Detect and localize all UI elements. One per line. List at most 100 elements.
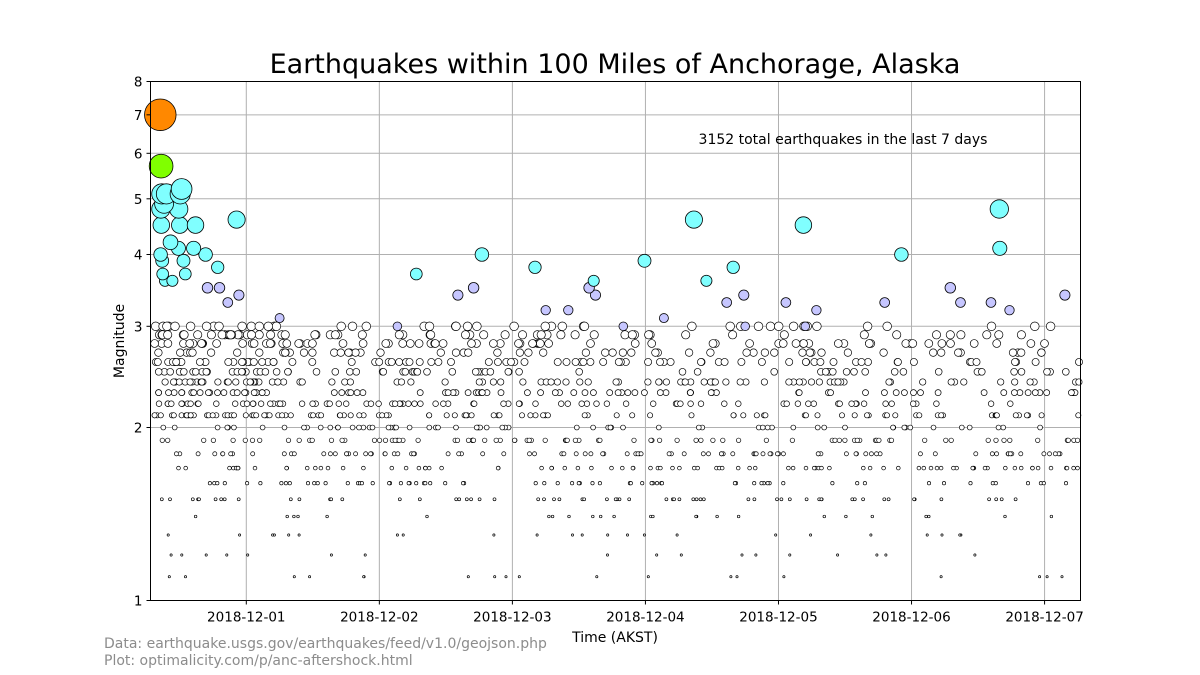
minor-quake-dot [167, 534, 169, 536]
minor-quake-dot [954, 349, 962, 357]
minor-quake-dot [556, 482, 559, 485]
minor-quake-dot [372, 438, 376, 442]
minor-quake-dot [233, 379, 239, 385]
minor-quake-dot [339, 340, 347, 348]
quake-point [880, 298, 890, 308]
minor-quake-dot [861, 466, 865, 470]
minor-quake-dot [689, 413, 694, 418]
minor-quake-dot [476, 379, 482, 385]
minor-quake-dot [213, 340, 221, 348]
minor-quake-dot [761, 379, 767, 385]
minor-quake-dot [548, 515, 551, 518]
minor-quake-dot [414, 368, 421, 375]
minor-quake-dot [891, 425, 896, 430]
y-tick-label: 6 [134, 146, 143, 162]
quake-point [202, 283, 213, 294]
minor-quake-dot [858, 358, 865, 365]
minor-quake-dot [934, 401, 940, 407]
quake-point [529, 261, 541, 273]
minor-quake-dot [396, 534, 398, 536]
minor-quake-dot [558, 322, 567, 331]
minor-quake-dot [565, 401, 571, 407]
quake-point [149, 154, 173, 178]
minor-quake-dot [623, 401, 629, 407]
minor-quake-dot [753, 466, 757, 470]
minor-quake-dot [783, 576, 785, 578]
minor-quake-dot [215, 390, 221, 396]
minor-quake-dot [280, 482, 283, 485]
minor-quake-dot [533, 413, 538, 418]
minor-quake-dot [416, 358, 423, 365]
minor-quake-dot [440, 401, 446, 407]
minor-quake-dot [760, 425, 765, 430]
minor-quake-dot [154, 358, 161, 365]
minor-quake-dot [805, 498, 808, 501]
minor-quake-dot [750, 349, 758, 357]
quake-point [541, 305, 550, 314]
minor-quake-dot [922, 438, 926, 442]
minor-quake-dot [412, 452, 416, 456]
minor-quake-dot [1018, 368, 1025, 375]
minor-quake-dot [931, 425, 936, 430]
minor-quake-dot [696, 425, 701, 430]
minor-quake-dot [856, 482, 859, 485]
minor-quake-dot [324, 482, 327, 485]
minor-quake-dot [179, 401, 185, 407]
quake-point [739, 290, 749, 300]
minor-quake-dot [266, 340, 274, 348]
minor-quake-dot [205, 390, 211, 396]
y-axis-ticks: 1 2 3 4 5 6 7 8 [134, 75, 151, 610]
minor-quake-dot [615, 390, 621, 396]
minor-quake-dot [165, 438, 169, 442]
minor-quake-dot [336, 425, 341, 430]
minor-quake-dot [628, 498, 631, 501]
minor-quake-dot [605, 498, 608, 501]
minor-quake-dot [467, 576, 469, 578]
minor-quake-dot [837, 401, 843, 407]
minor-quake-dot [816, 379, 822, 385]
minor-quake-dot [176, 349, 184, 357]
quake-point [619, 322, 628, 331]
minor-quake-dot [568, 515, 571, 518]
minor-quake-dot [348, 322, 357, 331]
minor-quake-dot [650, 482, 653, 485]
minor-quake-dot [247, 379, 253, 385]
minor-quake-dot [397, 438, 401, 442]
minor-quake-dot [527, 438, 531, 442]
minor-quake-dot [589, 452, 593, 456]
minor-quake-dot [260, 425, 265, 430]
minor-quake-dot [590, 466, 594, 470]
minor-quake-dot [529, 340, 537, 348]
minor-quake-dot [205, 554, 207, 556]
minor-quake-dot [554, 358, 561, 365]
minor-quake-dot [894, 358, 901, 365]
minor-quake-dot [571, 331, 579, 339]
minor-quake-dot [424, 482, 427, 485]
quake-point [638, 254, 651, 267]
minor-quake-dot [708, 390, 714, 396]
minor-quake-dot [896, 466, 900, 470]
minor-quake-dot [236, 466, 240, 470]
minor-quake-dot [660, 482, 663, 485]
minor-quake-dot [940, 498, 943, 501]
minor-quake-dot [987, 322, 996, 331]
minor-quake-dot [238, 358, 245, 365]
minor-quake-dot [628, 331, 636, 339]
minor-quake-dot [910, 401, 916, 407]
minor-quake-dot [239, 340, 247, 348]
minor-quake-dot [418, 401, 424, 407]
minor-quake-dot [242, 390, 248, 396]
minor-quake-dot [302, 425, 307, 430]
minor-quake-dot [196, 452, 200, 456]
minor-quake-dot [237, 498, 240, 501]
minor-quake-dot [828, 466, 832, 470]
minor-quake-dot [563, 466, 567, 470]
minor-quake-dot [721, 358, 728, 365]
minor-quake-dot [671, 466, 675, 470]
minor-quake-dot [396, 452, 400, 456]
minor-quake-dot [428, 358, 435, 365]
chart-title: Earthquakes within 100 Miles of Anchorag… [270, 49, 961, 80]
minor-quake-dot [1014, 498, 1017, 501]
minor-quake-dot [688, 322, 697, 331]
minor-quake-dot [465, 498, 468, 501]
